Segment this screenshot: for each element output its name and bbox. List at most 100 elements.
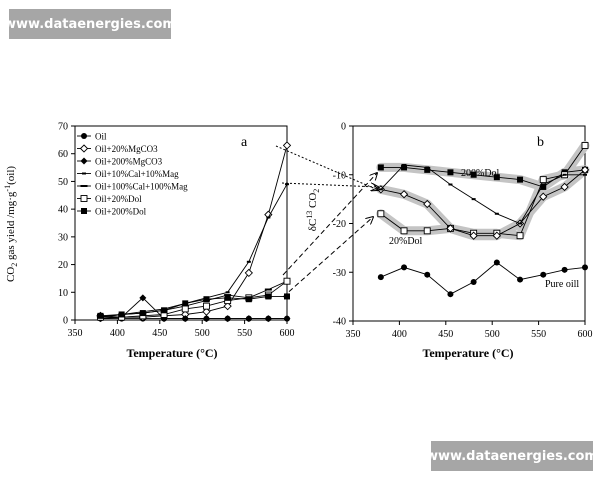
data-point: [517, 276, 524, 283]
connector-arrows: [275, 145, 378, 298]
y-tick-label: -40: [333, 317, 346, 328]
legend-label: Oil+20%Dol: [95, 194, 142, 204]
data-point: [139, 294, 147, 302]
panel-b-ticks: 350 400 450 500 550 600 0 -10 -20 -30 -40: [333, 122, 593, 341]
data-point: [264, 315, 272, 323]
data-point: [181, 305, 189, 313]
y-tick-label: 50: [58, 177, 68, 188]
connector-dotted-middle: [281, 182, 378, 187]
data-point: [246, 260, 251, 263]
data-point: [245, 315, 253, 323]
x-tick-label: 500: [485, 329, 500, 340]
data-point: [539, 176, 547, 184]
series-oil-20-mgco3: [376, 165, 590, 240]
panel-a-series: [96, 141, 292, 323]
data-point: [139, 310, 146, 317]
panel-b-y-axis-title: δC13 CO2: [305, 189, 321, 232]
legend-label: Oil: [95, 132, 107, 142]
data-point: [265, 293, 272, 300]
data-point: [470, 171, 477, 178]
data-point: [225, 291, 230, 294]
data-point: [423, 227, 431, 235]
data-point: [401, 164, 408, 171]
data-point: [581, 142, 589, 149]
panel-a-label: a: [241, 135, 248, 150]
legend-marker: [81, 208, 87, 214]
data-point: [202, 302, 210, 310]
data-point: [285, 183, 289, 186]
data-point: [118, 311, 125, 318]
data-point: [203, 296, 210, 303]
legend-item-oil-20-dol: Oil+20%Dol: [77, 194, 142, 204]
legend-label: Oil+200%MgCO3: [95, 157, 163, 167]
data-point: [245, 296, 252, 303]
data-point: [424, 271, 431, 278]
connector-dashed-lower: [282, 217, 373, 298]
panel-b-series: [376, 142, 590, 298]
legend-item-oil-20-mgco3: Oil+20%MgCO3: [77, 144, 158, 154]
data-point: [378, 188, 383, 191]
legend-label: Oil+100%Cal+100%Mag: [95, 182, 188, 192]
legend-label: Oil+10%Cal+10%Mag: [95, 169, 179, 179]
legend-label: Oil+200%Dol: [95, 207, 147, 217]
data-point: [470, 279, 477, 285]
panel-a-frame: [74, 125, 288, 321]
legend-marker: [80, 185, 88, 187]
data-point: [541, 183, 546, 186]
connector-dotted-upper: [275, 145, 378, 190]
data-point: [446, 224, 455, 233]
data-point: [560, 182, 569, 192]
data-point: [401, 264, 408, 271]
data-point: [224, 315, 232, 323]
legend-marker: [81, 133, 87, 139]
data-point: [283, 315, 291, 323]
data-point: [516, 232, 524, 240]
legend-marker: [79, 144, 89, 153]
x-tick-label: 450: [438, 329, 453, 340]
data-point: [471, 198, 476, 201]
y-tick-label: 40: [58, 205, 68, 216]
y-tick-label: -30: [333, 268, 346, 279]
data-point: [97, 312, 104, 319]
panel-a-ticks: 350 400 450 500 550 600 0 10 20 30 40 50 60 70: [58, 122, 295, 340]
data-point: [425, 166, 430, 169]
data-point: [181, 315, 189, 323]
legend-item-oil-100-cal-100-mag: Oil+100%Cal+100%Mag: [77, 182, 188, 192]
data-point: [492, 231, 501, 240]
data-point: [266, 216, 271, 219]
panel-a-legend: Oil Oil+20%MgCO3 Oil+200%MgCO3 Oil+10%Cal+1…: [77, 132, 188, 217]
data-point: [539, 192, 548, 201]
legend-marker: [82, 172, 86, 175]
panel-b: 350 400 450 500 550 600 0 -10 -20 -30 -40 b 200%Do…: [305, 122, 593, 361]
data-point: [423, 199, 432, 209]
series-line: [380, 261, 586, 295]
legend-marker: [80, 195, 88, 202]
data-point: [517, 176, 524, 183]
data-point: [493, 174, 500, 181]
data-point: [580, 165, 590, 175]
series-line: [100, 280, 288, 318]
data-point: [540, 271, 547, 278]
legend-marker: [80, 157, 88, 165]
series-line: [100, 280, 288, 318]
data-point: [561, 266, 568, 273]
data-point: [518, 222, 523, 225]
data-point: [469, 231, 478, 240]
data-point: [377, 210, 385, 218]
legend-label: Oil+20%MgCO3: [95, 144, 158, 154]
data-point: [377, 164, 384, 171]
legend-item-oil: Oil: [77, 132, 107, 142]
panel-a-x-axis-title: Temperature (°C): [126, 346, 217, 360]
x-tick-label: 350: [68, 328, 83, 339]
y-tick-label: 0: [341, 122, 346, 133]
y-tick-label: 20: [58, 260, 68, 271]
series-oil-200-dol: [97, 293, 290, 319]
series-line: [100, 297, 287, 320]
panel-b-label: b: [537, 135, 544, 150]
data-point: [582, 264, 588, 271]
x-tick-label: 450: [152, 328, 167, 339]
panel-b-annotation-pure-oil: Pure oill: [545, 279, 579, 290]
data-point: [244, 268, 253, 278]
series-line: [100, 145, 288, 318]
